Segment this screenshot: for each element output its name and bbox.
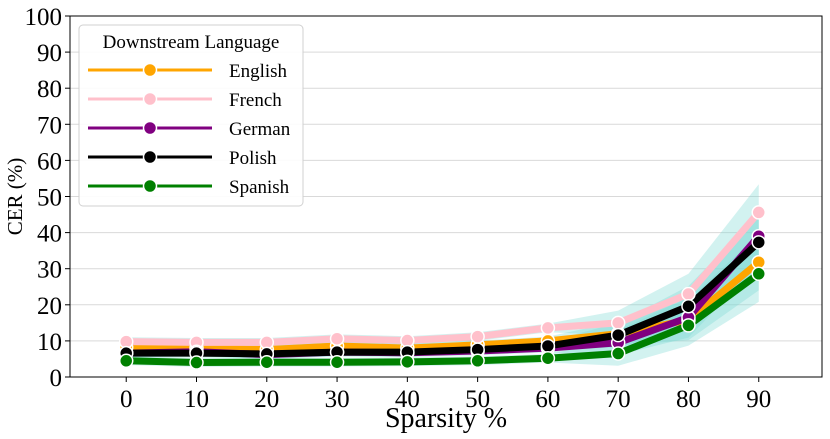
y-tick-label: 30 <box>37 257 62 284</box>
y-tick-label: 90 <box>37 40 62 67</box>
point-french <box>610 315 626 331</box>
point-spanish <box>189 355 204 370</box>
x-axis-title: Sparsity % <box>385 403 507 434</box>
legend-label-polish: Polish <box>229 148 277 169</box>
legend-swatch-marker <box>142 62 158 78</box>
x-tick-label: 30 <box>325 386 350 413</box>
point-spanish <box>470 353 485 369</box>
legend-label-french: French <box>229 90 282 111</box>
point-spanish <box>610 346 626 361</box>
y-tick-label: 50 <box>37 185 62 212</box>
y-tick-label: 20 <box>37 293 62 320</box>
y-tick-label: 40 <box>37 221 62 248</box>
point-spanish <box>400 354 415 370</box>
legend-title: Downstream Language <box>103 32 280 53</box>
y-tick-label: 0 <box>50 365 63 392</box>
x-tick-label: 90 <box>746 386 771 413</box>
series-lines <box>122 208 763 367</box>
line-french <box>122 208 763 346</box>
legend-swatch-marker <box>142 178 158 194</box>
legend-swatch-marker <box>142 120 158 136</box>
point-polish <box>681 298 696 314</box>
y-tick-label: 100 <box>25 4 63 31</box>
legend: Downstream Language English French German P… <box>78 24 304 207</box>
point-polish <box>751 235 766 250</box>
x-tick-label: 0 <box>120 386 133 413</box>
point-spanish <box>751 266 766 282</box>
y-axis-title: CER (%) <box>3 158 27 236</box>
x-tick-label: 60 <box>535 386 560 413</box>
y-tick-label: 10 <box>37 329 62 356</box>
legend-label-spanish: Spanish <box>229 177 290 198</box>
x-axis-ticks: 0 10 20 30 40 50 60 70 80 90 <box>120 377 771 413</box>
point-spanish <box>540 350 556 366</box>
point-french <box>681 286 696 302</box>
y-axis-ticks: 0 10 20 30 40 50 60 70 80 90 100 <box>25 4 70 392</box>
point-french <box>540 320 556 336</box>
legend-swatch-marker <box>142 91 158 107</box>
legend-swatch-marker <box>142 149 158 165</box>
y-tick-label: 80 <box>37 76 62 103</box>
x-tick-label: 10 <box>184 386 209 413</box>
x-tick-label: 50 <box>465 386 490 413</box>
legend-items: English French German Polish Spanish <box>88 61 291 198</box>
x-tick-label: 20 <box>254 386 279 413</box>
point-french <box>329 331 345 346</box>
point-french <box>470 329 485 344</box>
point-spanish <box>329 354 345 370</box>
x-tick-label: 70 <box>606 386 631 413</box>
point-spanish <box>259 354 275 370</box>
point-spanish <box>681 318 696 333</box>
y-tick-label: 60 <box>37 148 62 175</box>
line-spanish <box>122 270 763 367</box>
line-polish <box>122 238 763 358</box>
y-tick-label: 70 <box>37 112 62 139</box>
x-tick-label: 40 <box>395 386 420 413</box>
series-points <box>118 205 766 370</box>
point-polish <box>610 327 626 343</box>
point-polish <box>540 338 556 354</box>
x-tick-label: 80 <box>676 386 701 413</box>
point-french <box>751 205 766 220</box>
legend-label-german: German <box>229 119 291 140</box>
legend-label-english: English <box>229 61 288 82</box>
point-spanish <box>118 353 134 369</box>
